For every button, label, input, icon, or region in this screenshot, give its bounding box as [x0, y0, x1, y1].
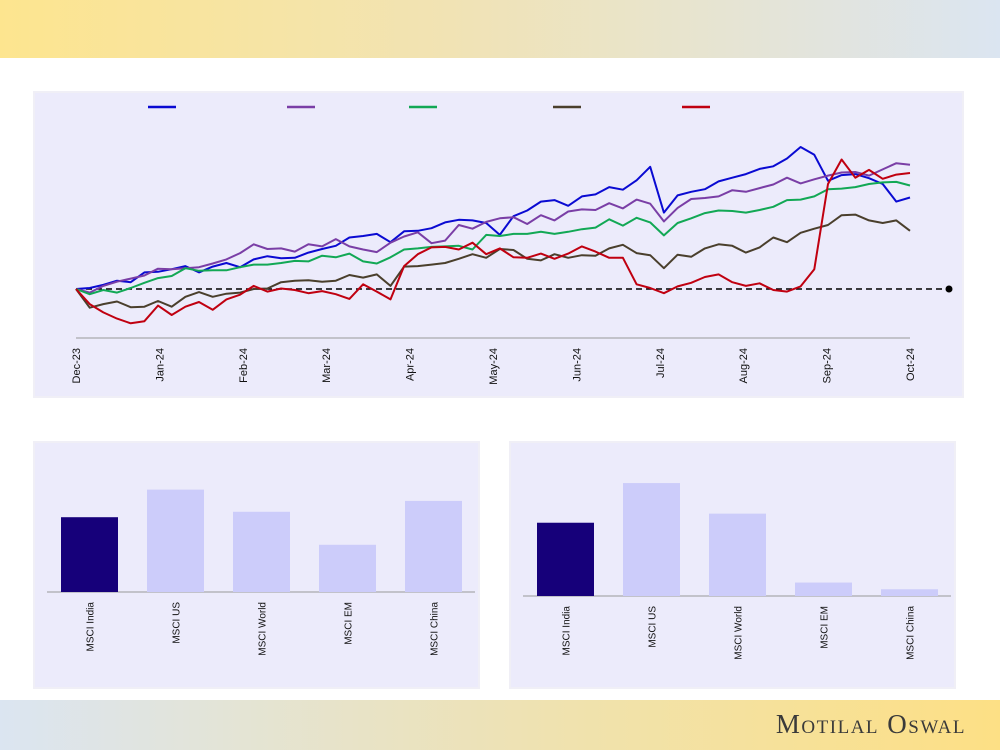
brand-logo-text: Motilal Oswal: [775, 709, 966, 739]
bar-chart-right: MSCI India MSCI US MSCI World MSCI EM MSCI C…: [523, 483, 951, 660]
series-line-3: [75, 180, 911, 296]
x-tick-label: Aug-24: [738, 348, 750, 383]
series-line-4: [75, 213, 911, 309]
x-tick-label: May-24: [488, 348, 500, 385]
x-tick-label: Feb-24: [238, 348, 250, 383]
category-label: MSCI World: [734, 606, 745, 660]
line-chart: Dec-23 Jan-24 Feb-24 Mar-24 Apr-24 May-24 Jun-…: [71, 105, 953, 385]
bar-5: [881, 589, 938, 596]
category-label: MSCI EM: [344, 602, 355, 645]
bar-1: [61, 517, 118, 592]
series-line-2: [75, 162, 911, 294]
bar-chart-panel-left: MSCI India MSCI US MSCI World MSCI EM MSCI C…: [33, 441, 480, 689]
x-tick-label: Dec-23: [71, 348, 83, 383]
x-tick-label: Mar-24: [321, 348, 333, 383]
line-chart-panel: Dec-23 Jan-24 Feb-24 Mar-24 Apr-24 May-24 Jun-…: [33, 91, 964, 398]
category-label: MSCI China: [906, 606, 917, 660]
x-tick-label: Oct-24: [905, 348, 917, 381]
bar-4: [795, 582, 852, 596]
category-label: MSCI US: [648, 606, 659, 648]
category-label: MSCI World: [258, 602, 269, 656]
bar-3: [709, 513, 766, 596]
bar-5: [405, 500, 462, 592]
bar-2: [623, 483, 680, 596]
bar-2: [147, 489, 204, 592]
category-label: MSCI EM: [820, 606, 831, 649]
header-band: [0, 0, 1000, 58]
category-label: MSCI China: [430, 602, 441, 656]
category-label: MSCI India: [86, 602, 97, 652]
x-tick-label: Sep-24: [822, 348, 834, 383]
bar-3: [233, 511, 290, 592]
series-line-1: [75, 146, 911, 290]
bar-chart-panel-right: MSCI India MSCI US MSCI World MSCI EM MSCI C…: [509, 441, 956, 689]
x-tick-label: Jan-24: [154, 348, 166, 382]
bar-1: [537, 522, 594, 596]
category-label: MSCI US: [172, 602, 183, 644]
bar-chart-left: MSCI India MSCI US MSCI World MSCI EM MSCI C…: [47, 489, 475, 656]
x-tick-label: Jun-24: [571, 348, 583, 382]
x-tick-label: Jul-24: [655, 348, 667, 378]
x-tick-label: Apr-24: [405, 348, 417, 381]
bar-4: [319, 544, 376, 592]
category-label: MSCI India: [562, 606, 573, 656]
footer-band: [0, 700, 1000, 750]
baseline-end-marker: [945, 285, 953, 293]
series-line-5: [75, 158, 911, 325]
